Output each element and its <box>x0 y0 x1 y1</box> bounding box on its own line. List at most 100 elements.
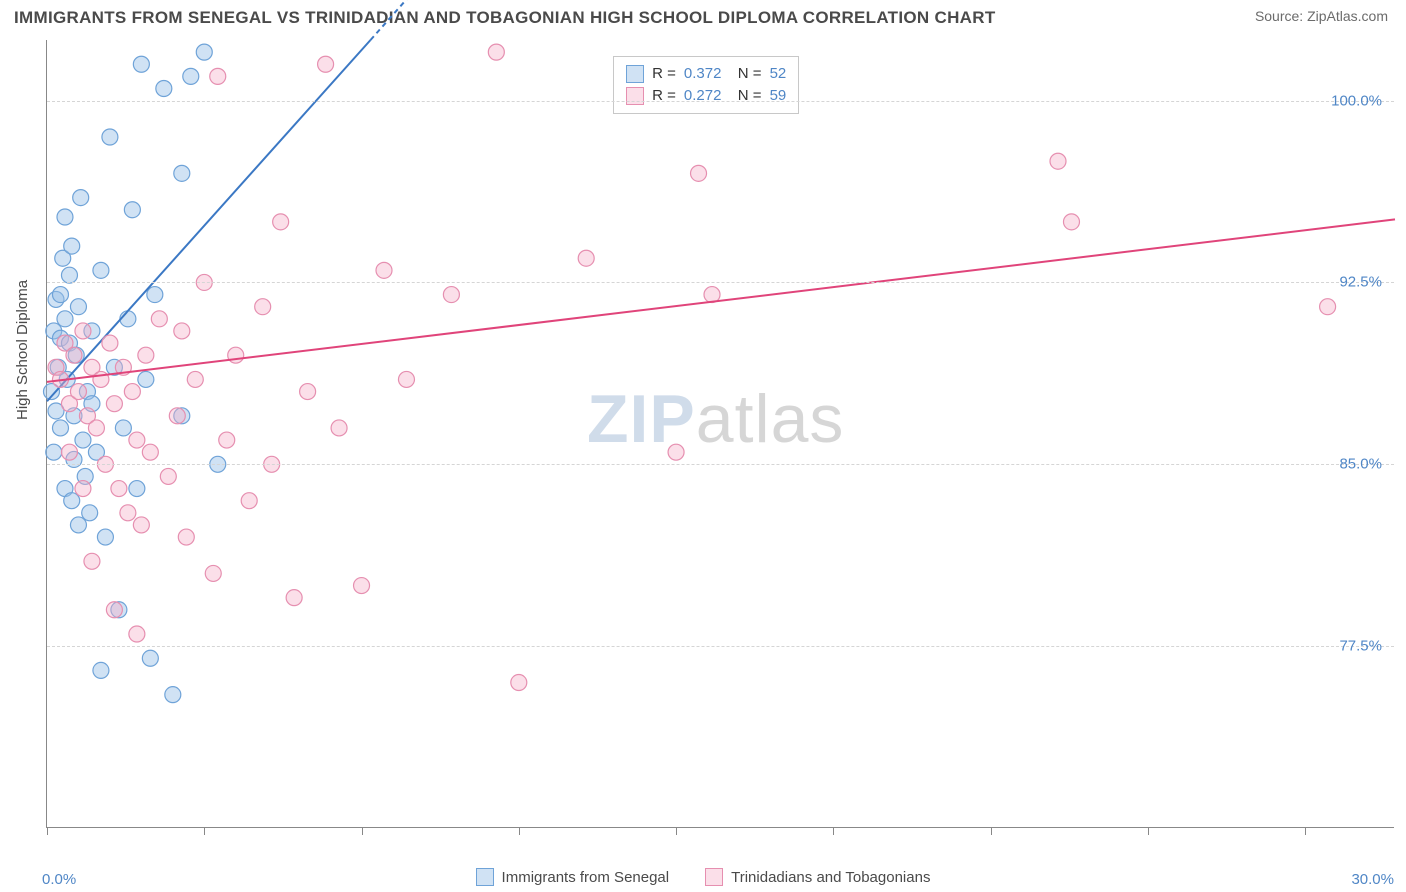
x-tick <box>519 827 520 835</box>
data-point <box>1063 214 1079 230</box>
legend-swatch <box>476 868 494 886</box>
x-tick <box>47 827 48 835</box>
x-tick <box>1148 827 1149 835</box>
legend-n-value: 52 <box>770 63 787 85</box>
legend-r-value: 0.272 <box>684 85 722 107</box>
data-point <box>75 323 91 339</box>
data-point <box>151 311 167 327</box>
data-point <box>106 396 122 412</box>
data-point <box>165 687 181 703</box>
data-point <box>138 371 154 387</box>
legend-r-value: 0.372 <box>684 63 722 85</box>
data-point <box>84 553 100 569</box>
scatter-svg <box>47 40 1394 827</box>
x-tick <box>1305 827 1306 835</box>
data-point <box>138 347 154 363</box>
legend-swatch <box>626 87 644 105</box>
y-tick-label: 100.0% <box>1331 92 1382 109</box>
data-point <box>1320 299 1336 315</box>
data-point <box>120 311 136 327</box>
data-point <box>124 202 140 218</box>
data-point <box>178 529 194 545</box>
data-point <box>187 371 203 387</box>
legend-series-name: Immigrants from Senegal <box>502 869 670 886</box>
legend-r-label: R = <box>652 63 676 85</box>
data-point <box>93 262 109 278</box>
legend-item: Immigrants from Senegal <box>476 868 670 886</box>
data-point <box>102 335 118 351</box>
data-point <box>70 299 86 315</box>
data-point <box>120 505 136 521</box>
legend-swatch <box>705 868 723 886</box>
data-point <box>142 444 158 460</box>
data-point <box>443 287 459 303</box>
data-point <box>174 165 190 181</box>
data-point <box>578 250 594 266</box>
x-tick <box>833 827 834 835</box>
gridline <box>47 464 1394 465</box>
data-point <box>52 287 68 303</box>
chart-plot-area: ZIPatlas R = 0.372 N = 52R = 0.272 N = 5… <box>46 40 1394 828</box>
data-point <box>111 481 127 497</box>
data-point <box>331 420 347 436</box>
trend-line <box>47 219 1395 381</box>
data-point <box>156 80 172 96</box>
data-point <box>106 602 122 618</box>
gridline <box>47 282 1394 283</box>
legend-n-value: 59 <box>770 85 787 107</box>
data-point <box>196 44 212 60</box>
data-point <box>318 56 334 72</box>
data-point <box>61 444 77 460</box>
legend-item: Trinidadians and Tobagonians <box>705 868 930 886</box>
data-point <box>511 675 527 691</box>
data-point <box>241 493 257 509</box>
data-point <box>97 529 113 545</box>
x-tick <box>676 827 677 835</box>
y-tick-label: 92.5% <box>1339 274 1382 291</box>
x-tick <box>204 827 205 835</box>
correlation-legend: R = 0.372 N = 52R = 0.272 N = 59 <box>613 56 799 114</box>
data-point <box>124 384 140 400</box>
data-point <box>75 481 91 497</box>
data-point <box>46 444 62 460</box>
data-point <box>61 267 77 283</box>
series-legend: Immigrants from Senegal Trinidadians and … <box>0 868 1406 886</box>
data-point <box>64 238 80 254</box>
y-tick-label: 85.0% <box>1339 456 1382 473</box>
data-point <box>82 505 98 521</box>
data-point <box>398 371 414 387</box>
data-point <box>147 287 163 303</box>
data-point <box>129 432 145 448</box>
data-point <box>376 262 392 278</box>
data-point <box>66 347 82 363</box>
legend-swatch <box>626 65 644 83</box>
data-point <box>102 129 118 145</box>
data-point <box>354 578 370 594</box>
legend-n-label: N = <box>729 85 761 107</box>
data-point <box>300 384 316 400</box>
data-point <box>210 68 226 84</box>
data-point <box>133 517 149 533</box>
data-point <box>205 565 221 581</box>
data-point <box>93 662 109 678</box>
trend-line <box>47 40 371 401</box>
legend-row: R = 0.372 N = 52 <box>626 63 786 85</box>
data-point <box>160 468 176 484</box>
chart-title: IMMIGRANTS FROM SENEGAL VS TRINIDADIAN A… <box>14 8 996 28</box>
gridline <box>47 646 1394 647</box>
x-tick <box>991 827 992 835</box>
data-point <box>75 432 91 448</box>
data-point <box>169 408 185 424</box>
data-point <box>70 384 86 400</box>
legend-series-name: Trinidadians and Tobagonians <box>731 869 930 886</box>
data-point <box>668 444 684 460</box>
data-point <box>1050 153 1066 169</box>
data-point <box>255 299 271 315</box>
data-point <box>183 68 199 84</box>
data-point <box>691 165 707 181</box>
legend-n-label: N = <box>729 63 761 85</box>
data-point <box>52 420 68 436</box>
data-point <box>174 323 190 339</box>
y-tick-label: 77.5% <box>1339 638 1382 655</box>
y-axis-label: High School Diploma <box>14 280 31 420</box>
